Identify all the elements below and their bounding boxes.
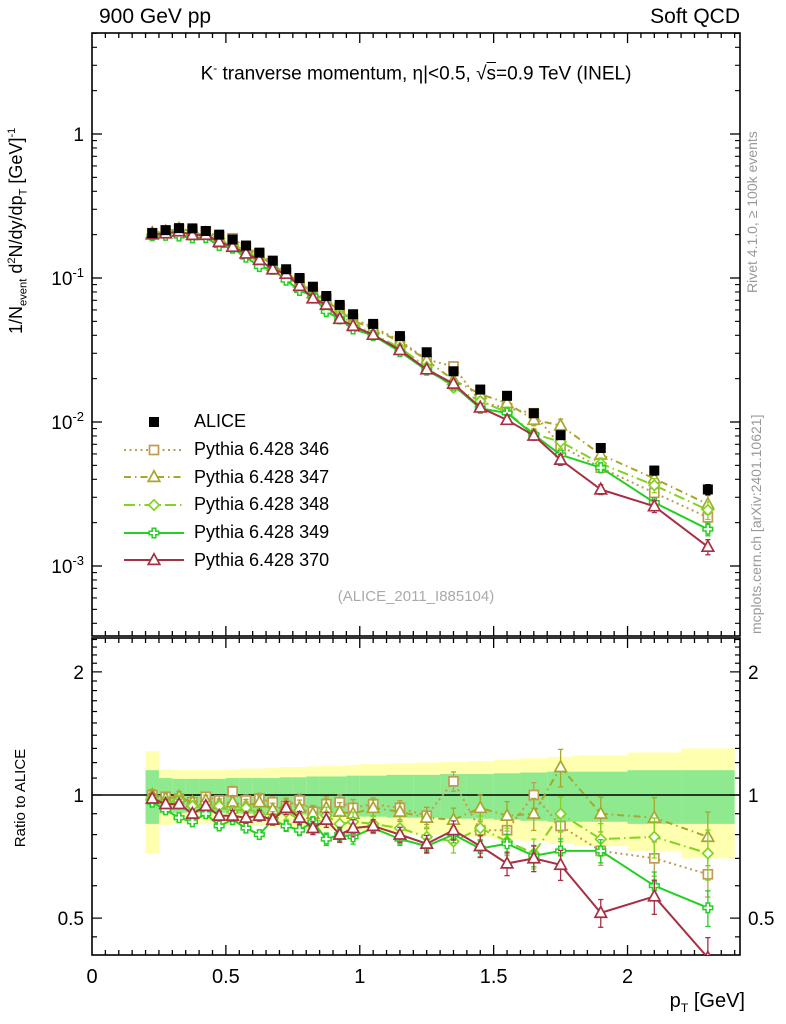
main-panel-frame: [91, 32, 741, 637]
ratio-tick-label-left: 0.5: [58, 909, 84, 930]
ratio-tick-label-right: 1: [748, 786, 759, 807]
axis-ticks: [92, 32, 740, 955]
x-axis-label: pT [GeV]: [669, 990, 745, 1015]
plot-title: K- tranverse momentum, η|<0.5, √s=0.9 Te…: [200, 62, 632, 85]
legend-item-pythia-349: Pythia 6.428 349: [122, 519, 329, 547]
y-main-tick-label: 10-2: [51, 409, 84, 434]
x-tick-label: 2: [622, 966, 633, 988]
y-axis-label-ratio: Ratio to ALICE: [12, 748, 29, 848]
legend-marker-triangle-open: [124, 552, 184, 566]
y-main-tick-label: 10-1: [51, 265, 84, 290]
x-tick-label: 1: [354, 966, 365, 988]
ratio-panel-frame: [91, 637, 741, 956]
legend-label: Pythia 6.428 370: [194, 549, 330, 570]
legend-item-pythia-346: Pythia 6.428 346: [122, 436, 329, 464]
legend-marker-square-filled: [149, 416, 159, 427]
legend-label: Pythia 6.428 347: [194, 466, 330, 487]
legend-label: Pythia 6.428 348: [194, 494, 330, 515]
legend-label: Pythia 6.428 349: [194, 522, 330, 543]
legend-item-pythia-370: Pythia 6.428 370: [122, 546, 329, 574]
legend-item-pythia-347: Pythia 6.428 347: [122, 463, 329, 491]
x-tick-label: 0: [86, 966, 97, 988]
ratio-tick-label-right: 2: [748, 663, 759, 684]
mcplots-credit: mcplots.cern.ch [arXiv:2401.10621]: [748, 414, 764, 634]
legend-marker-square-open: [124, 444, 184, 455]
ratio-tick-label-left: 1: [73, 786, 84, 807]
process-group-label: Soft QCD: [650, 5, 740, 28]
y-main-tick-label: 10-3: [51, 553, 84, 578]
legend-item-alice: ALICE: [122, 408, 329, 436]
beam-energy-label: 900 GeV pp: [99, 5, 212, 28]
y-main-tick-label: 1: [73, 125, 84, 146]
legend: ALICE Pythia 6.428 346 Pythia 6.428 347 Pyt…: [122, 408, 329, 574]
y-axis-label-main: 1/Nevent d2N/dy/dpT [GeV]-1: [6, 127, 30, 334]
ratio-tick-label-left: 2: [73, 663, 84, 684]
legend-item-pythia-348: Pythia 6.428 348: [122, 491, 329, 519]
legend-label: ALICE: [194, 411, 247, 432]
ratio-green-band-bin: [306, 776, 320, 816]
analysis-id-watermark: (ALICE_2011_I885104): [337, 588, 495, 605]
rivet-version-note: Rivet 4.1.0, ≥ 100k events: [744, 131, 760, 293]
series-ratio-370: [145, 790, 711, 955]
x-tick-label: 1.5: [480, 966, 508, 988]
legend-label: Pythia 6.428 346: [194, 439, 330, 460]
x-tick-label: 0.5: [212, 966, 240, 988]
legend-marker-diamond-open: [124, 498, 184, 512]
legend-marker-plus-open: [124, 527, 184, 539]
ratio-tick-label-right: 0.5: [748, 909, 774, 930]
legend-marker-triangle-open: [124, 469, 184, 483]
series-main-alice: [147, 223, 713, 496]
